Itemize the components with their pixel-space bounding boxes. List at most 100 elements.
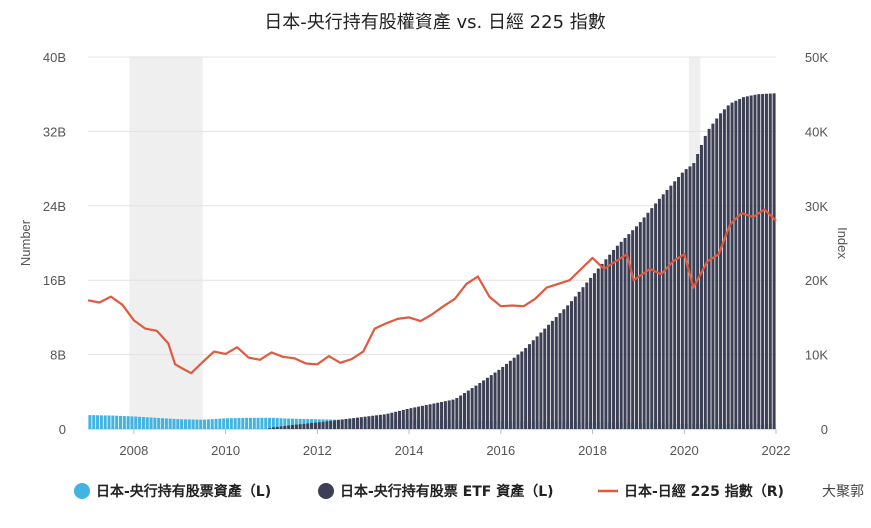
bar-s1-m124	[562, 309, 566, 429]
bar-s1-m164	[715, 118, 719, 429]
x-tick-label: 2010	[211, 443, 240, 458]
bar-s1-m114	[524, 348, 528, 429]
line-series	[87, 208, 777, 375]
bar-s0-m18	[157, 417, 161, 429]
bar-s1-m111	[512, 357, 516, 429]
bar-s1-m65	[336, 419, 340, 429]
bar-s1-m85	[413, 407, 417, 429]
bar-s1-m47	[268, 428, 272, 429]
bar-s1-m120	[547, 324, 551, 429]
bar-s1-m133	[596, 268, 600, 429]
bar-s1-m165	[719, 113, 723, 430]
bar-s1-m90	[432, 403, 436, 429]
bar-s1-m109	[505, 363, 509, 429]
bar-s1-m126	[570, 301, 574, 429]
bar-s0-m2	[96, 415, 100, 429]
x-tick-label: 2020	[670, 443, 699, 458]
x-tick-label: 2022	[762, 443, 791, 458]
y-right-tick-label: 50K	[805, 50, 828, 65]
bar-s1-m155	[680, 172, 684, 429]
bar-s1-m86	[417, 406, 421, 429]
bar-s0-m8	[118, 415, 122, 429]
bar-s1-m160	[699, 144, 703, 429]
bar-s1-m113	[520, 351, 524, 429]
bar-s1-m130	[585, 282, 589, 429]
bar-s0-m47	[268, 417, 272, 429]
bar-s1-m118	[539, 332, 543, 429]
bar-s1-m49	[275, 426, 279, 429]
bar-s1-m53	[290, 425, 294, 429]
y-right-tick-label: 30K	[805, 199, 828, 214]
bar-s1-m106	[493, 372, 497, 429]
bar-s1-m117	[535, 336, 539, 429]
bar-s0-m39	[237, 418, 241, 429]
bar-s1-m70	[355, 417, 359, 429]
bar-s0-m38	[233, 418, 237, 429]
bar-s1-m154	[677, 176, 681, 429]
bar-s0-m43	[252, 417, 256, 429]
y-right-tick-label: 40K	[805, 124, 828, 139]
bar-s0-m0	[88, 415, 92, 429]
bar-s1-m95	[451, 399, 455, 429]
bar-s0-m30	[203, 419, 207, 429]
bar-s0-m52	[287, 418, 291, 429]
bar-s0-m26	[187, 419, 191, 429]
legend-marker-stock-assets	[74, 483, 90, 499]
bar-s1-m170	[738, 98, 742, 430]
bar-s1-m172	[745, 96, 749, 429]
bar-s0-m7	[115, 415, 119, 429]
bar-s1-m159	[696, 154, 700, 430]
bar-s1-m162	[707, 128, 711, 430]
bar-s1-m168	[730, 102, 734, 430]
bar-s1-m69	[352, 418, 356, 429]
bar-s0-m54	[294, 418, 298, 429]
bar-s1-m175	[757, 94, 761, 429]
bar-s1-m149	[657, 198, 661, 429]
bar-s0-m27	[191, 419, 195, 429]
bar-s0-m41	[245, 417, 249, 429]
bar-s0-m20	[164, 418, 168, 429]
bar-s1-m54	[294, 424, 298, 429]
x-tick-label: 2008	[119, 443, 148, 458]
bar-s1-m179	[772, 93, 776, 429]
bar-s1-m104	[485, 377, 489, 429]
bar-s1-m82	[401, 409, 405, 429]
bar-s1-m100	[470, 388, 474, 429]
bar-s1-m178	[768, 93, 772, 430]
axes: 0 0 8B 10K 16B 20K 24B 30K 32B 40K 40B 50K 2008 2010 2…	[43, 50, 828, 458]
bar-s1-m139	[619, 241, 623, 429]
bar-s0-m49	[275, 418, 279, 429]
bar-s1-m129	[581, 287, 585, 429]
y-left-tick-label: 40B	[43, 50, 66, 65]
y-right-tick-label: 10K	[805, 348, 828, 363]
bar-s1-m77	[382, 414, 386, 429]
bar-s1-m135	[604, 259, 608, 429]
bar-s1-m150	[661, 194, 665, 429]
bar-s0-m6	[111, 415, 115, 429]
y-left-tick-label: 8B	[50, 348, 66, 363]
bar-s1-m50	[279, 426, 283, 429]
bar-s1-m148	[654, 203, 658, 429]
bar-s1-m87	[420, 405, 424, 429]
bar-s0-m23	[176, 419, 180, 429]
bar-s1-m146	[646, 212, 650, 429]
bar-s0-m9	[122, 416, 126, 429]
bar-s0-m46	[264, 417, 268, 429]
bar-s1-m147	[650, 208, 654, 429]
bar-s1-m74	[371, 415, 375, 429]
bar-s0-m31	[206, 419, 210, 429]
bar-s1-m157	[688, 166, 692, 430]
bar-s0-m35	[222, 418, 226, 429]
watermark: 大聚郭	[822, 483, 864, 500]
y-left-tick-label: 32B	[43, 124, 66, 139]
bar-s1-m163	[711, 123, 715, 430]
bar-s1-m79	[390, 412, 394, 429]
y-right-tick-label: 0	[821, 422, 828, 437]
legend: 日本-央行持有股票資產（L) 日本-央行持有股票 ETF 資產（L) 日本-日經…	[74, 483, 784, 500]
x-tick-label: 2016	[486, 443, 515, 458]
chart-title: 日本-央行持有股權資產 vs. 日經 225 指數	[264, 12, 606, 33]
bar-s1-m125	[566, 305, 570, 429]
bar-s1-m78	[386, 413, 390, 429]
bar-s1-m91	[436, 402, 440, 429]
